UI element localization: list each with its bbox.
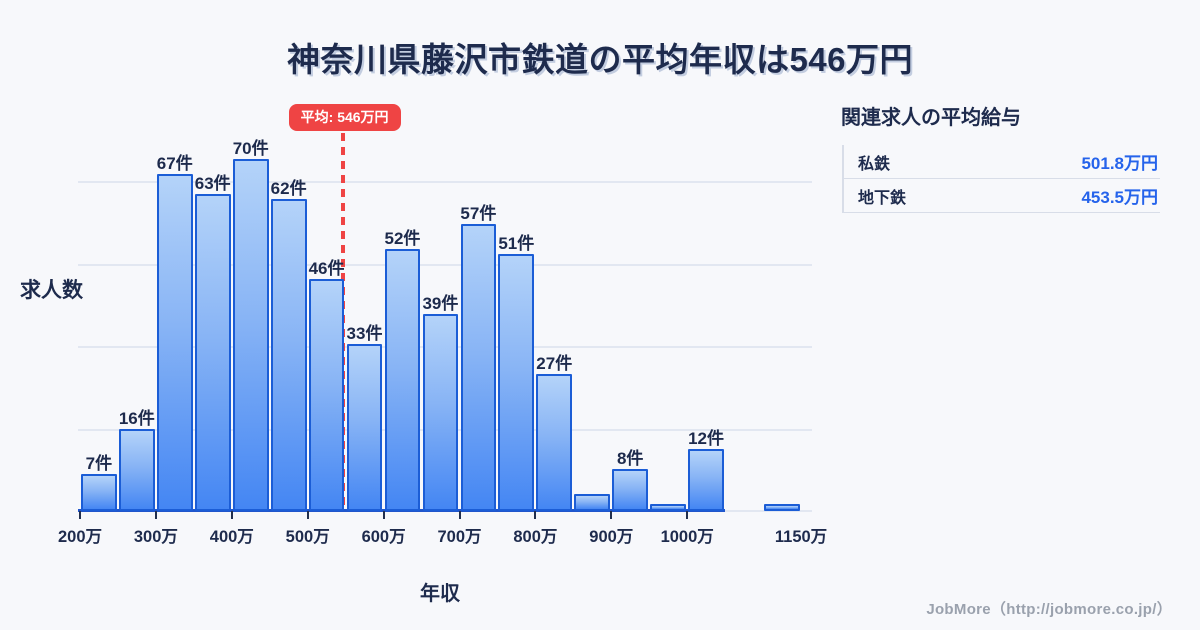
bar-count-label: 33件 [346,324,383,343]
x-tick-label: 500万 [285,528,330,546]
row-label: 地下鉄 [858,189,907,207]
bar-count-label: 52件 [384,229,421,248]
histogram-bar [650,504,686,511]
x-tick-mark [154,511,157,519]
x-tick-label: 400万 [209,528,254,546]
x-tick-mark [382,511,385,519]
page-title: 神奈川県藤沢市鉄道の平均年収は546万円 [286,41,914,78]
histogram-bar [270,199,307,511]
credit-text: JobMore（http://jobmore.co.jp/） [926,601,1172,618]
histogram-bar [194,194,231,511]
x-tick-mark [306,511,309,519]
average-badge: 平均: 546万円 [288,104,401,131]
panel-table: 私鉄 501.8万円 地下鉄 453.5万円 [842,145,1160,213]
bar-count-label: 62件 [270,179,307,198]
x-tick-label: 900万 [589,528,634,546]
x-tick-label: 700万 [437,528,482,546]
x-tick-mark [458,511,461,519]
histogram-bar [498,254,535,511]
bar-count-label: 39件 [422,294,459,313]
bar-count-label: 12件 [688,429,725,448]
row-value: 501.8万円 [1081,154,1158,173]
table-row: 地下鉄 453.5万円 [844,179,1160,213]
x-tick-label: 300万 [133,528,178,546]
histogram-bar [460,224,497,511]
bar-count-label: 57件 [460,204,497,223]
histogram-bar [764,504,800,511]
x-tick-label: 200万 [57,528,103,546]
row-value: 453.5万円 [1081,188,1158,207]
bar-count-label: 51件 [498,234,535,253]
gridline [78,181,812,183]
bar-count-label: 63件 [194,174,231,193]
bar-count-label: 7件 [85,454,113,473]
histogram-bar [612,469,649,511]
x-tick-label: 1150万 [774,528,828,546]
x-tick-label: 600万 [361,528,406,546]
histogram-bar [156,174,193,511]
bar-count-label: 46件 [308,259,345,278]
x-axis-label: 年収 [420,583,460,605]
bar-count-label: 16件 [118,409,155,428]
x-tick-label: 1000万 [660,528,714,546]
histogram-bar [574,494,611,511]
histogram-bar [346,344,383,511]
x-tick-mark [230,511,233,519]
bar-count-label: 8件 [616,449,644,468]
y-axis-label: 求人数 [20,279,83,302]
x-tick-mark [610,511,613,519]
row-label: 私鉄 [858,155,891,173]
x-tick-mark [686,511,689,519]
histogram-bar [232,159,269,511]
histogram-bar [536,374,573,511]
bar-count-label: 27件 [536,354,573,373]
bar-count-label: 67件 [156,154,193,173]
bar-count-label: 70件 [232,139,269,158]
histogram-bar [688,449,724,511]
x-tick-mark [534,511,537,519]
panel-heading: 関連求人の平均給与 [841,107,1021,129]
x-tick-mark [79,511,81,519]
x-tick-label: 800万 [513,528,558,546]
histogram-bar [308,279,345,511]
histogram-bar [118,429,155,511]
histogram-bar [81,474,117,511]
histogram-bar [422,314,459,511]
histogram-bar [384,249,421,511]
gridline [78,264,812,266]
table-row: 私鉄 501.8万円 [844,145,1160,179]
